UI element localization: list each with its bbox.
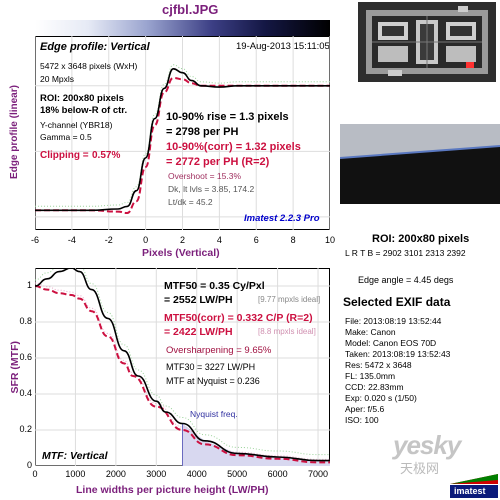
exif-title: Selected EXIF data (343, 295, 451, 309)
edge-date: 19-Aug-2013 15:11:05 (236, 41, 330, 52)
edge-x-tick-label: 2 (179, 235, 185, 245)
imatest-logo-text: imatest (454, 486, 486, 496)
mpxls: 20 Mpxls (40, 74, 75, 84)
nyquist-shaded-area (182, 423, 330, 466)
mtf-x-tick-label: 3000 (146, 469, 167, 479)
edge-angle: Edge angle = 4.45 degs (358, 275, 454, 285)
rise-line2: = 2798 per PH (166, 126, 239, 138)
edge-x-tick-label: -4 (67, 235, 76, 245)
edge-profile-plot (35, 36, 330, 230)
roi-size: ROI: 200x80 pixels (40, 93, 124, 104)
edge-ylabel: Edge profile (linear) (9, 85, 20, 179)
yesky-logo: yesky (393, 430, 461, 460)
nyquist-label: Nyquist freq. (190, 409, 238, 419)
exif-row: Res: 5472 x 3648 (345, 360, 412, 370)
mtf50: MTF50 = 0.35 Cy/Pxl (164, 280, 265, 292)
oversharpening: Oversharpening = 9.65% (166, 345, 272, 356)
edge-x-tick-label: 8 (290, 235, 296, 245)
mtf-y-tick-label: 0.4 (19, 388, 32, 398)
clipping-label: Clipping = (40, 150, 89, 161)
mtf-y-tick-label: 1 (26, 280, 32, 290)
exif-row: Taken: 2013:08:19 13:52:43 (345, 349, 451, 359)
window-title: cjfbl.JPG (162, 2, 219, 17)
exif-row: CCD: 22.83mm (345, 382, 404, 392)
mtf-x-tick-label: 2000 (105, 469, 126, 479)
mtf-x-tick-label: 4000 (186, 469, 207, 479)
mtf-x-tick-label: 0 (32, 469, 38, 479)
mtf-pink-dotted (35, 282, 330, 460)
edge-x-tick-label: -2 (104, 235, 113, 245)
edge-xlabel: Pixels (Vertical) (142, 247, 220, 259)
mtf50-lw: = 2552 LW/PH (164, 294, 233, 306)
corr-line2: = 2772 per PH (R=2) (166, 156, 270, 168)
edge-series (35, 67, 330, 212)
image-size: 5472 x 3648 pixels (WxH) (40, 61, 138, 71)
exif-row: Model: Canon EOS 70D (345, 338, 437, 348)
mtf-plot (35, 268, 330, 466)
gradient-bar (35, 20, 330, 36)
mtf30: MTF30 = 3227 LW/PH (166, 362, 256, 372)
mtf-y-tick-label: 0 (26, 460, 32, 470)
mtf50-corr-ideal: [8.8 mpxls ideal] (258, 327, 316, 336)
mtf50-ideal: [9.77 mpxls ideal] (258, 295, 321, 304)
imatest-logo: imatest (450, 472, 498, 498)
edge-title: Edge profile: Vertical (40, 41, 150, 53)
light-dark-ratio: Lt/dk = 45.2 (168, 197, 213, 207)
roi-crop-image (340, 124, 500, 204)
gamma: Gamma = 0.5 (40, 132, 92, 142)
overshoot: Overshoot = 15.3% (168, 171, 242, 181)
exif-list: File: 2013:08:19 13:52:44 Make: Canon Mode… (345, 316, 495, 426)
edge-x-tick-label: 0 (143, 235, 149, 245)
mtf-y-tick-label: 0.6 (19, 352, 32, 362)
mtf-x-tick-label: 1000 (65, 469, 86, 479)
rise-line1: 10-90% rise = 1.3 pixels (166, 111, 289, 123)
roi-title: ROI: 200x80 pixels (372, 233, 470, 245)
yesky-cn: 天极网 (400, 461, 440, 476)
roi-coords: L R T B = 2902 3101 2313 2392 (345, 248, 466, 258)
mtf-x-tick-label: 7000 (308, 469, 329, 479)
mtf-x-tick-label: 6000 (267, 469, 288, 479)
mtf50-corr: MTF50(corr) = 0.332 C/P (R=2) (164, 312, 313, 324)
edge-x-tick-label: 6 (253, 235, 259, 245)
imatest-version: Imatest 2.2.3 Pro (244, 213, 320, 224)
mtf-title: MTF: Vertical (42, 450, 108, 462)
mtf-xlabel: Line widths per picture height (LW/PH) (76, 484, 269, 496)
edge-x-tick-label: 10 (324, 235, 335, 245)
clipping-value: 0.57% (92, 150, 121, 161)
test-chart-thumbnail (358, 2, 496, 82)
dark-light-levels: Dk, lt lvls = 3.85, 174.2 (168, 184, 255, 194)
roi-position: 18% below-R of ctr. (40, 105, 128, 116)
edge-x-tick-label: -6 (30, 235, 39, 245)
edge-x-tick-label: 4 (216, 235, 222, 245)
mtf-corrected-series (35, 285, 330, 464)
corr-line1: 10-90%(corr) = 1.32 pixels (166, 141, 301, 153)
exif-row: File: 2013:08:19 13:52:44 (345, 316, 442, 326)
exif-row: Exp: 0.020 s (1/50) (345, 393, 417, 403)
mtf-ylabel: SFR (MTF) (8, 341, 21, 394)
exif-row: Make: Canon (345, 327, 396, 337)
channel: Y-channel (YBR18) (40, 120, 113, 130)
exif-row: Aper: f/5.6 (345, 404, 385, 414)
mtf-nyquist: MTF at Nyquist = 0.236 (166, 376, 260, 386)
mtf-x-tick-label: 5000 (227, 469, 248, 479)
exif-row: ISO: 100 (345, 415, 379, 425)
mtf-y-tick-label: 0.2 (19, 424, 32, 434)
mtf-y-tick-label: 0.8 (19, 316, 32, 326)
mtf-series (35, 268, 330, 462)
exif-row: FL: 135.0mm (345, 371, 396, 381)
mtf50-corr-lw: = 2422 LW/PH (164, 326, 233, 338)
